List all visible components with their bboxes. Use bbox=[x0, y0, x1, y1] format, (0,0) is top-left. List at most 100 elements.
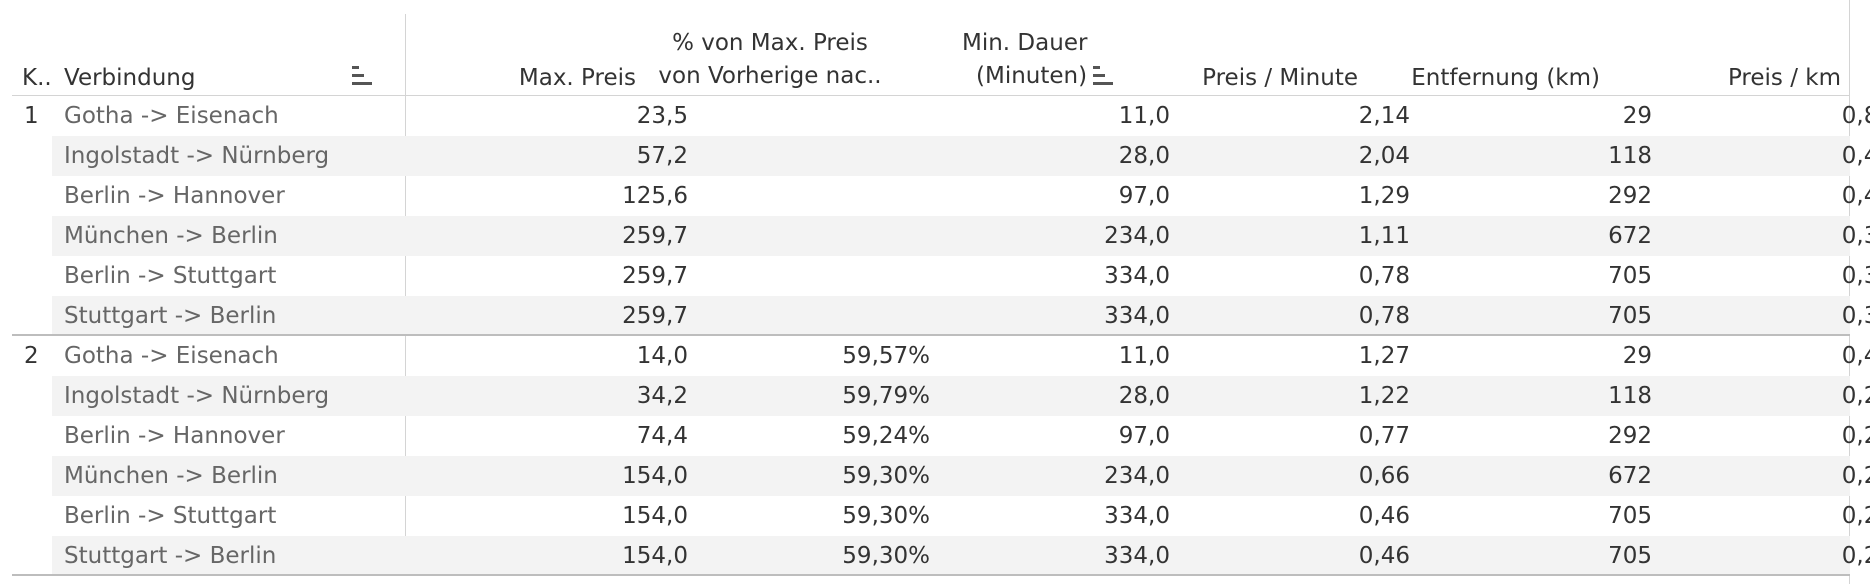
cell-preis-km[interactable]: 0,81 bbox=[1841, 103, 1870, 129]
header-entfernung[interactable]: Entfernung (km) bbox=[1411, 65, 1600, 91]
cell-preis-km[interactable]: 0,25 bbox=[1841, 423, 1870, 449]
cell-preis-km[interactable]: 0,22 bbox=[1841, 503, 1870, 529]
cell-entfernung[interactable]: 705 bbox=[1608, 303, 1652, 329]
cell-pct[interactable] bbox=[692, 296, 930, 336]
cell-entfernung[interactable]: 118 bbox=[1608, 383, 1652, 409]
cell-preis-minute[interactable]: 1,29 bbox=[1358, 183, 1410, 209]
cell-preis-km[interactable]: 0,22 bbox=[1841, 543, 1870, 569]
table-row[interactable]: München -> Berlin 259,7 234,0 1,11 672 0,39 bbox=[52, 216, 1870, 256]
cell-dauer[interactable]: 334,0 bbox=[1104, 263, 1170, 289]
cell-verbindung[interactable]: Gotha -> Eisenach bbox=[64, 343, 279, 369]
cell-pct[interactable] bbox=[692, 216, 930, 256]
cell-pct[interactable]: 59,79% bbox=[842, 383, 930, 409]
cell-preis-km[interactable]: 0,48 bbox=[1841, 343, 1870, 369]
cell-pct[interactable] bbox=[692, 256, 930, 296]
sort-icon[interactable] bbox=[352, 66, 372, 88]
cell-preis-minute[interactable]: 0,66 bbox=[1358, 463, 1410, 489]
header-preis-km[interactable]: Preis / km bbox=[1727, 65, 1841, 91]
cell-entfernung[interactable]: 705 bbox=[1608, 503, 1652, 529]
cell-entfernung[interactable]: 672 bbox=[1608, 223, 1652, 249]
cell-max-preis[interactable]: 74,4 bbox=[636, 423, 688, 449]
cell-dauer[interactable]: 11,0 bbox=[1118, 103, 1170, 129]
cell-entfernung[interactable]: 292 bbox=[1608, 183, 1652, 209]
cell-pct[interactable] bbox=[692, 136, 930, 176]
cell-verbindung[interactable]: Ingolstadt -> Nürnberg bbox=[64, 383, 330, 409]
cell-pct[interactable]: 59,24% bbox=[842, 423, 930, 449]
cell-preis-km[interactable]: 0,29 bbox=[1841, 383, 1870, 409]
cell-dauer[interactable]: 11,0 bbox=[1118, 343, 1170, 369]
cell-max-preis[interactable]: 259,7 bbox=[622, 223, 688, 249]
header-max-preis[interactable]: Max. Preis bbox=[518, 65, 636, 91]
cell-dauer[interactable]: 97,0 bbox=[1118, 183, 1170, 209]
cell-pct[interactable]: 59,30% bbox=[842, 503, 930, 529]
cell-dauer[interactable]: 334,0 bbox=[1104, 303, 1170, 329]
table-row[interactable]: München -> Berlin 154,0 59,30% 234,0 0,66 672… bbox=[52, 456, 1870, 496]
cell-verbindung[interactable]: Gotha -> Eisenach bbox=[64, 103, 279, 129]
cell-pct[interactable]: 59,30% bbox=[842, 543, 930, 569]
cell-max-preis[interactable]: 154,0 bbox=[622, 463, 688, 489]
sort-icon[interactable] bbox=[1093, 66, 1113, 88]
cell-max-preis[interactable]: 125,6 bbox=[622, 183, 688, 209]
table-row[interactable]: Berlin -> Stuttgart 259,7 334,0 0,78 705 0,37 bbox=[52, 256, 1870, 296]
table-row[interactable]: Gotha -> Eisenach 23,5 11,0 2,14 29 0,81 bbox=[52, 96, 1870, 136]
cell-preis-km[interactable]: 0,43 bbox=[1841, 183, 1870, 209]
cell-max-preis[interactable]: 23,5 bbox=[636, 103, 688, 129]
header-pct-line2[interactable]: von Vorherige nac.. bbox=[658, 63, 882, 89]
cell-dauer[interactable]: 334,0 bbox=[1104, 503, 1170, 529]
cell-dauer[interactable]: 234,0 bbox=[1104, 463, 1170, 489]
cell-dauer[interactable]: 334,0 bbox=[1104, 543, 1170, 569]
cell-verbindung[interactable]: Ingolstadt -> Nürnberg bbox=[64, 143, 330, 169]
cell-preis-minute[interactable]: 1,27 bbox=[1358, 343, 1410, 369]
cell-entfernung[interactable]: 29 bbox=[1622, 103, 1652, 129]
cell-pct[interactable] bbox=[692, 176, 930, 216]
cell-dauer[interactable]: 28,0 bbox=[1118, 143, 1170, 169]
header-dauer-line2[interactable]: (Minuten) bbox=[976, 63, 1088, 89]
table-row[interactable]: Ingolstadt -> Nürnberg 34,2 59,79% 28,0 1,22… bbox=[52, 376, 1870, 416]
cell-max-preis[interactable]: 14,0 bbox=[636, 343, 688, 369]
group-label[interactable]: 1 bbox=[24, 103, 39, 129]
table-row[interactable]: Ingolstadt -> Nürnberg 57,2 28,0 2,04 118 0,4… bbox=[52, 136, 1870, 176]
cell-verbindung[interactable]: Berlin -> Stuttgart bbox=[64, 263, 277, 289]
header-verbindung[interactable]: Verbindung bbox=[64, 65, 196, 91]
cell-max-preis[interactable]: 259,7 bbox=[622, 303, 688, 329]
cell-verbindung[interactable]: München -> Berlin bbox=[64, 463, 278, 489]
cell-entfernung[interactable]: 118 bbox=[1608, 143, 1652, 169]
cell-preis-minute[interactable]: 0,77 bbox=[1358, 423, 1410, 449]
cell-preis-km[interactable]: 0,37 bbox=[1841, 263, 1870, 289]
cell-dauer[interactable]: 97,0 bbox=[1118, 423, 1170, 449]
cell-entfernung[interactable]: 705 bbox=[1608, 263, 1652, 289]
group-label[interactable]: 2 bbox=[24, 343, 39, 369]
cell-preis-minute[interactable]: 1,11 bbox=[1358, 223, 1410, 249]
table-row[interactable]: Stuttgart -> Berlin 154,0 59,30% 334,0 0,46 7… bbox=[52, 536, 1870, 576]
cell-entfernung[interactable]: 292 bbox=[1608, 423, 1652, 449]
cell-preis-km[interactable]: 0,37 bbox=[1841, 303, 1870, 329]
cell-entfernung[interactable]: 29 bbox=[1622, 343, 1652, 369]
cell-verbindung[interactable]: Berlin -> Hannover bbox=[64, 423, 285, 449]
cell-pct[interactable]: 59,57% bbox=[842, 343, 930, 369]
cell-preis-minute[interactable]: 0,78 bbox=[1358, 263, 1410, 289]
cell-max-preis[interactable]: 259,7 bbox=[622, 263, 688, 289]
cell-pct[interactable]: 59,30% bbox=[842, 463, 930, 489]
cell-entfernung[interactable]: 705 bbox=[1608, 543, 1652, 569]
cell-preis-km[interactable]: 0,48 bbox=[1841, 143, 1870, 169]
cell-preis-minute[interactable]: 0,78 bbox=[1358, 303, 1410, 329]
cell-preis-minute[interactable]: 0,46 bbox=[1358, 543, 1410, 569]
header-pct-line1[interactable]: % von Max. Preis bbox=[672, 30, 868, 56]
header-preis-minute[interactable]: Preis / Minute bbox=[1202, 65, 1358, 91]
cell-preis-km[interactable]: 0,39 bbox=[1841, 223, 1870, 249]
cell-preis-km[interactable]: 0,23 bbox=[1841, 463, 1870, 489]
table-row[interactable]: Gotha -> Eisenach 14,0 59,57% 11,0 1,27 29 0,4… bbox=[52, 336, 1870, 376]
table-row[interactable]: Berlin -> Stuttgart 154,0 59,30% 334,0 0,46 7… bbox=[52, 496, 1870, 536]
table-row[interactable]: Berlin -> Hannover 74,4 59,24% 97,0 0,77 292 0… bbox=[52, 416, 1870, 456]
cell-pct[interactable] bbox=[692, 96, 930, 136]
cell-max-preis[interactable]: 154,0 bbox=[622, 503, 688, 529]
cell-verbindung[interactable]: Stuttgart -> Berlin bbox=[64, 303, 277, 329]
header-k[interactable]: K.. bbox=[22, 65, 52, 91]
cell-verbindung[interactable]: Berlin -> Stuttgart bbox=[64, 503, 277, 529]
cell-verbindung[interactable]: München -> Berlin bbox=[64, 223, 278, 249]
table-row[interactable]: Berlin -> Hannover 125,6 97,0 1,29 292 0,43 bbox=[52, 176, 1870, 216]
cell-max-preis[interactable]: 57,2 bbox=[636, 143, 688, 169]
cell-max-preis[interactable]: 34,2 bbox=[636, 383, 688, 409]
cell-max-preis[interactable]: 154,0 bbox=[622, 543, 688, 569]
cell-preis-minute[interactable]: 1,22 bbox=[1358, 383, 1410, 409]
